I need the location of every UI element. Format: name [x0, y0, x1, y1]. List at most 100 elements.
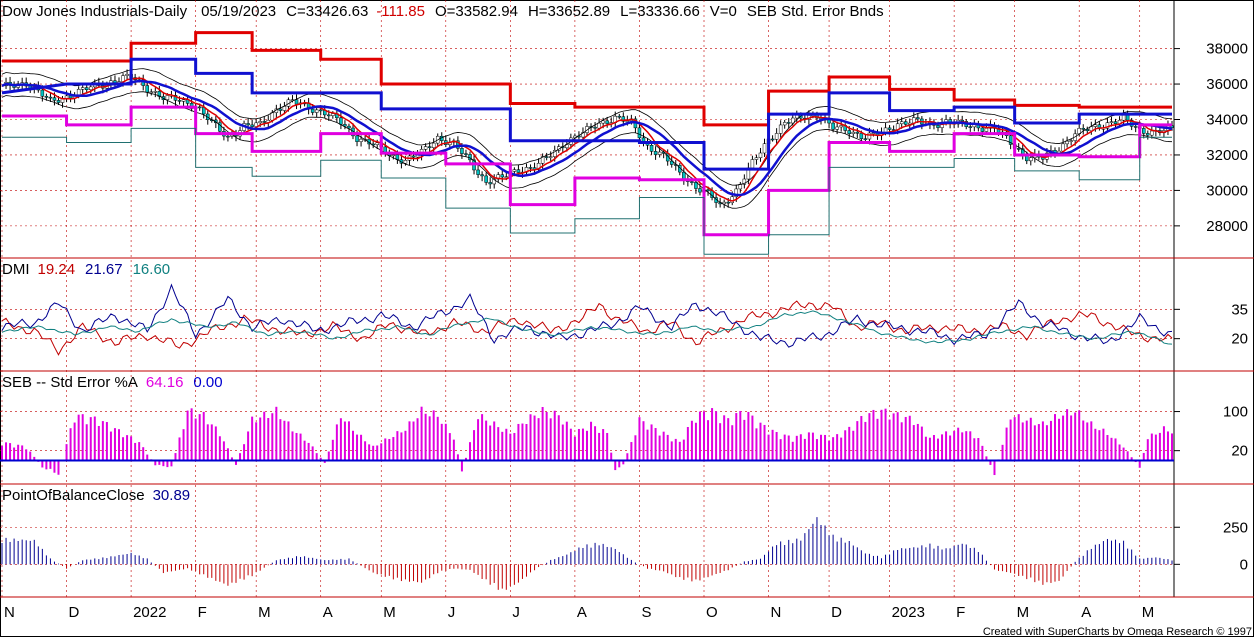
price-panel — [1, 31, 1174, 255]
price-body-134 — [540, 156, 545, 164]
price-body-243 — [980, 127, 985, 132]
dmi-panel — [1, 283, 1173, 356]
price-body-154 — [621, 116, 626, 122]
price-body-153 — [617, 115, 622, 118]
price-body-100 — [403, 159, 408, 164]
price-body-214 — [863, 138, 868, 140]
price-body-252 — [1016, 148, 1021, 150]
price-ytick-label-2: 32000 — [1206, 147, 1248, 164]
price-body-14 — [56, 100, 61, 103]
header-indicator: SEB Std. Error Bnds — [747, 3, 884, 20]
price-body-158 — [637, 127, 642, 139]
price-body-223 — [899, 121, 904, 125]
price-body-44 — [177, 100, 182, 102]
price-body-22 — [89, 86, 93, 90]
price-body-193 — [778, 124, 783, 134]
price-body-244 — [984, 128, 989, 132]
pob-title-line: PointOfBalanceClose 30.89 — [2, 487, 190, 504]
dmi-title: DMI — [2, 261, 30, 278]
price-body-275 — [1109, 121, 1114, 123]
price-body-10 — [40, 89, 45, 97]
price-ytick-label-3: 34000 — [1206, 112, 1248, 129]
price-body-31 — [125, 73, 129, 76]
price-body-180 — [726, 201, 730, 204]
price-body-274 — [1105, 122, 1110, 129]
band-lower-band — [2, 105, 1172, 237]
price-body-119 — [480, 174, 484, 177]
seb-ytick-label-1: 100 — [1223, 404, 1248, 421]
price-body-227 — [916, 117, 920, 120]
price-body-54 — [218, 122, 222, 132]
price-body-93 — [375, 142, 379, 145]
price-body-216 — [871, 132, 876, 135]
price-ytick-label-5: 38000 — [1206, 41, 1248, 58]
price-body-88 — [355, 135, 359, 142]
price-body-28 — [113, 80, 117, 83]
header-line: Dow Jones Industrials-Daily 05/19/2023 C=3… — [2, 3, 884, 20]
price-body-114 — [460, 148, 464, 154]
price-body-148 — [597, 122, 601, 129]
price-body-213 — [859, 133, 864, 139]
price-body-41 — [165, 95, 170, 100]
price-body-122 — [492, 178, 496, 185]
dmi-title-line: DMI 19.24 21.67 16.60 — [2, 261, 170, 278]
price-body-186 — [750, 159, 755, 169]
dmi-line-0 — [1, 300, 1173, 356]
price-body-64 — [258, 121, 262, 124]
price-body-20 — [80, 87, 85, 90]
month-label-11: O — [706, 604, 718, 621]
seb-value-1: 64.16 — [146, 374, 184, 391]
price-body-263 — [1061, 143, 1065, 152]
price-body-265 — [1069, 140, 1073, 142]
price-body-21 — [84, 87, 89, 90]
price-body-136 — [548, 156, 553, 158]
header-close: C=33426.63 — [286, 3, 368, 20]
price-body-36 — [145, 85, 149, 93]
dmi-ytick-label-1: 35 — [1231, 301, 1248, 318]
month-label-18: M — [1142, 604, 1155, 621]
price-body-125 — [504, 176, 509, 178]
price-body-58 — [234, 134, 238, 137]
price-body-211 — [851, 131, 856, 134]
pob-title: PointOfBalanceClose — [2, 487, 145, 504]
price-body-255 — [1029, 157, 1033, 162]
price-body-12 — [48, 96, 53, 99]
price-body-284 — [1146, 133, 1150, 136]
price-body-13 — [52, 97, 57, 101]
month-label-8: J — [512, 604, 520, 621]
price-body-127 — [512, 169, 517, 172]
price-body-49 — [197, 106, 202, 109]
month-label-10: S — [641, 604, 651, 621]
price-ytick-label-0: 28000 — [1206, 218, 1248, 235]
price-body-65 — [262, 121, 266, 123]
header-low: L=33336.66 — [620, 3, 700, 20]
month-label-7: J — [448, 604, 456, 621]
price-body-107 — [431, 142, 436, 148]
price-body-115 — [464, 153, 468, 155]
month-label-2: 2022 — [133, 604, 166, 621]
price-body-232 — [936, 125, 940, 128]
price-body-192 — [774, 133, 779, 140]
price-body-118 — [476, 169, 480, 175]
price-body-78 — [314, 109, 319, 113]
price-body-189 — [762, 143, 767, 154]
price-body-39 — [157, 91, 162, 97]
price-body-133 — [536, 163, 541, 171]
price-body-97 — [391, 154, 396, 157]
price-body-82 — [331, 113, 335, 116]
header-volume: V=0 — [710, 3, 737, 20]
month-label-12: N — [771, 604, 782, 621]
price-body-29 — [117, 81, 121, 83]
price-body-196 — [791, 117, 795, 124]
price-body-279 — [1125, 114, 1130, 121]
price-body-191 — [770, 138, 775, 141]
month-label-3: F — [198, 604, 207, 621]
month-label-16: M — [1017, 604, 1030, 621]
month-label-17: A — [1081, 604, 1091, 621]
price-body-105 — [423, 146, 428, 150]
price-body-11 — [44, 96, 49, 98]
price-body-102 — [411, 155, 416, 158]
month-label-15: F — [956, 604, 965, 621]
price-body-278 — [1121, 114, 1126, 121]
